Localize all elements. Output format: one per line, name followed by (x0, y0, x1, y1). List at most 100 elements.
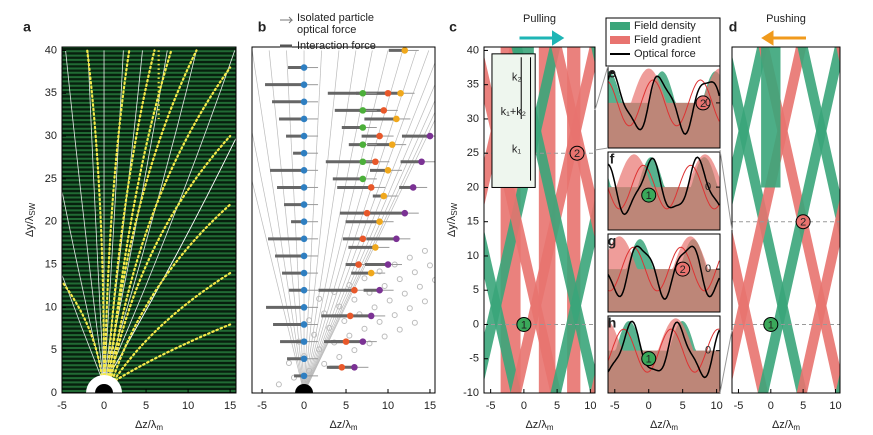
field-band (550, 197, 595, 393)
particle (367, 269, 375, 277)
background-particle (336, 354, 343, 361)
x-tick-label: 0 (301, 400, 307, 412)
background-particle (406, 254, 413, 261)
x-tick-label: 5 (800, 400, 806, 412)
frame (251, 46, 436, 394)
gradient-line (608, 246, 720, 292)
panel-label: h (608, 315, 617, 331)
guide-line (303, 50, 357, 393)
x-axis-label-main: Δz/λ (650, 419, 672, 431)
particle (300, 132, 308, 140)
background-particle (341, 318, 348, 325)
y-tick-label: 15 (467, 216, 479, 228)
background-particle (371, 304, 378, 311)
background-particle (443, 256, 448, 261)
direction-arrow (761, 30, 806, 46)
y-tick-label: 0 (51, 387, 57, 399)
y-tick-label: 10 (467, 250, 479, 262)
particle (376, 132, 383, 140)
field-line (103, 50, 236, 385)
x-axis-label-sub: m (671, 423, 678, 432)
particle (300, 269, 308, 277)
y-axis-label: Δy/λSW (24, 202, 37, 237)
background-particle (311, 331, 318, 338)
background-particle (346, 332, 353, 339)
x-tick-label: 0 (101, 400, 107, 412)
background-particle (376, 268, 383, 275)
x-axis-label-sub: m (547, 423, 554, 432)
x-axis-label: Δz/λm (525, 419, 553, 432)
field-band (732, 47, 807, 382)
background-particle (361, 325, 368, 332)
x-tick-label: 5 (143, 400, 149, 412)
background-particle (275, 381, 282, 388)
y-tick-label: 10 (45, 301, 57, 313)
legend-label: Field gradient (634, 34, 701, 46)
legend-label: Isolated particle (297, 12, 374, 24)
panel-label: b (258, 19, 267, 35)
gradient-area (608, 154, 720, 230)
particle (380, 107, 388, 114)
background-particle (361, 275, 368, 282)
frame (607, 315, 721, 394)
inset-bg (491, 53, 536, 188)
x-axis-label-sub: m (351, 423, 358, 432)
guide-line (268, 50, 305, 393)
particle (384, 261, 392, 268)
background-particle (386, 297, 393, 304)
x-axis-label-main: Δz/λ (329, 419, 351, 431)
particle (300, 252, 308, 260)
field-band (551, 47, 595, 239)
background-particle (411, 269, 418, 276)
frame (483, 46, 596, 394)
background-particle (416, 283, 423, 290)
y-axis-label-main: Δy/λ (24, 215, 36, 237)
x-axis-label-main: Δz/λ (525, 419, 547, 431)
background-particle (438, 241, 443, 246)
background-particle (326, 324, 333, 331)
particle-chain (107, 49, 198, 382)
y-tick-label: -5 (469, 353, 479, 365)
guide-line (252, 50, 305, 393)
particle-chain (109, 134, 232, 382)
guide-line (303, 50, 340, 393)
background-particle (381, 282, 388, 289)
particle (388, 141, 396, 148)
gradient-area (608, 318, 720, 393)
background-particle (426, 262, 433, 269)
marker-label: 2 (700, 98, 706, 110)
particle (384, 89, 392, 97)
field-band (797, 47, 840, 239)
guide-line (252, 130, 305, 393)
x-tick-label: 5 (680, 400, 686, 412)
x-tick-label: 0 (646, 400, 652, 412)
origin-particle (95, 384, 114, 393)
legend-label: optical force (297, 24, 356, 36)
marker-label: 1 (646, 190, 652, 202)
x-tick-label: 0 (521, 400, 527, 412)
marker-label: 2 (680, 264, 686, 276)
y-axis-label-main: Δy/λ (446, 215, 458, 237)
guide-line (252, 179, 305, 393)
marker-label: 2 (574, 148, 580, 160)
particle (359, 141, 367, 148)
y-axis-label-sub: SW (450, 202, 459, 215)
gradient-line (608, 164, 720, 210)
y-tick-label: 25 (467, 147, 479, 159)
particle (351, 364, 358, 371)
x-tick-label: -5 (610, 400, 620, 412)
y-tick-label: 30 (467, 113, 479, 125)
panel-label: e (608, 65, 616, 81)
background-particle (351, 347, 358, 354)
inset-label: k₁ (512, 144, 521, 156)
background-particle (351, 296, 358, 303)
particle (300, 321, 308, 328)
field-band (732, 47, 768, 207)
background-particle (290, 374, 297, 381)
particle (300, 372, 308, 380)
field-band (590, 372, 595, 393)
particle-chain (86, 49, 106, 382)
field-line (103, 50, 197, 385)
y-tick-label: 35 (467, 79, 479, 91)
x-tick-label: -5 (257, 400, 267, 412)
